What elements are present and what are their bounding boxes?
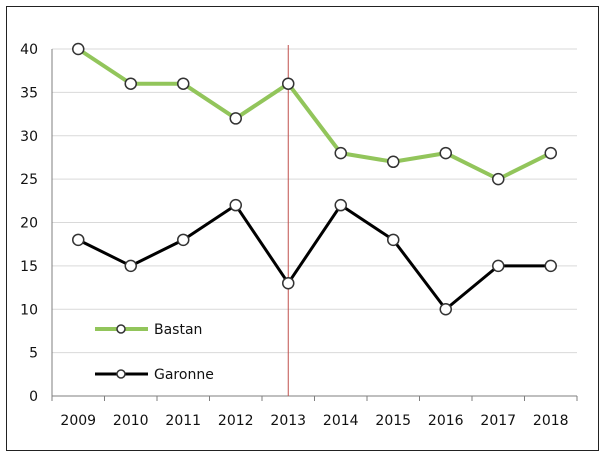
- data-point-bastan: [492, 172, 505, 186]
- data-point-garonne: [492, 259, 505, 273]
- data-point-garonne: [544, 259, 557, 273]
- data-point-bastan: [229, 112, 242, 125]
- y-tick-label: 35: [20, 85, 38, 101]
- series-line-garonne: [77, 203, 551, 311]
- data-point-bastan: [177, 77, 190, 90]
- data-point-garonne: [334, 198, 347, 212]
- chart-frame: [6, 6, 599, 451]
- y-tick-label: 10: [20, 302, 38, 318]
- y-tick-label: 5: [29, 346, 38, 362]
- series-group: [72, 42, 557, 316]
- x-tick-label: 2010: [113, 413, 149, 429]
- x-tick-label: 2013: [270, 413, 306, 429]
- x-tick-label: 2012: [218, 413, 254, 429]
- y-tick-label: 30: [20, 129, 38, 145]
- y-tick-label: 15: [20, 259, 38, 275]
- x-tick-label: 2009: [60, 413, 96, 429]
- y-tick-label: 25: [20, 172, 38, 188]
- y-tick-label: 20: [20, 216, 38, 232]
- x-axis: 2009 2010 2011 2012 2013 2014 2015 2016 2017 2018: [51, 395, 578, 429]
- data-point-garonne: [387, 233, 400, 247]
- x-tick-label: 2018: [533, 413, 569, 429]
- legend-label-garonne: Garonne: [154, 367, 214, 383]
- gridlines: [52, 48, 577, 354]
- data-point-bastan: [282, 77, 295, 90]
- y-tick-label: 0: [29, 389, 38, 405]
- y-axis: 0 5 10 15 20 25 30 35 40: [20, 42, 53, 405]
- data-point-garonne: [72, 233, 85, 247]
- data-point-garonne: [124, 259, 137, 273]
- x-tick-label: 2015: [375, 413, 411, 429]
- y-tick-label: 40: [20, 42, 38, 58]
- data-point-bastan: [387, 155, 400, 169]
- legend-item-garonne: Garonne: [95, 367, 214, 383]
- x-tick-label: 2016: [428, 413, 464, 429]
- x-tick-label: 2017: [480, 413, 516, 429]
- x-tick-label: 2014: [323, 413, 359, 429]
- legend: Bastan Garonne: [95, 322, 214, 383]
- data-point-garonne: [282, 276, 295, 290]
- data-point-garonne: [177, 233, 190, 247]
- x-tick-label: 2011: [165, 413, 201, 429]
- data-point-bastan: [439, 146, 452, 160]
- data-point-bastan: [544, 146, 557, 160]
- data-point-garonne: [439, 303, 452, 316]
- data-point-bastan: [334, 146, 347, 160]
- legend-item-bastan: Bastan: [95, 322, 202, 338]
- data-point-bastan: [124, 77, 137, 90]
- legend-label-bastan: Bastan: [154, 322, 202, 338]
- data-point-bastan: [72, 42, 85, 56]
- series-line-bastan: [77, 47, 552, 182]
- data-point-garonne: [229, 198, 242, 212]
